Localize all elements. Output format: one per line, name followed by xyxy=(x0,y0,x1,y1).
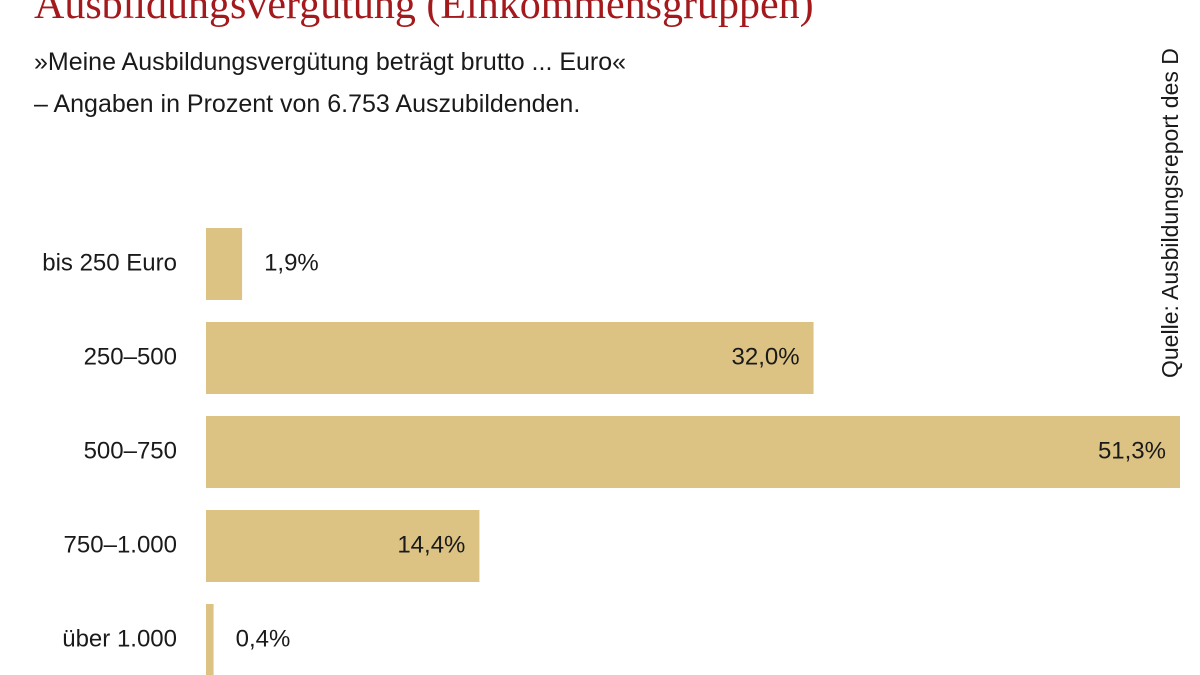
bar xyxy=(206,510,480,582)
source: Quelle: Ausbildungsreport des D xyxy=(1157,48,1183,378)
value-label: 1,9% xyxy=(264,249,319,276)
category-label: bis 250 Euro xyxy=(42,249,177,276)
bar xyxy=(206,604,214,675)
value-label: 51,3% xyxy=(1098,437,1166,464)
subtitle: »Meine Ausbildungsvergütung beträgt brut… xyxy=(34,48,626,76)
bar xyxy=(206,322,814,394)
category-label: 750–1.000 xyxy=(64,531,177,558)
value-label: 14,4% xyxy=(397,531,465,558)
bar xyxy=(206,228,243,300)
category-label: über 1.000 xyxy=(62,625,177,652)
category-label: 250–500 xyxy=(84,343,177,370)
value-label: 0,4% xyxy=(236,625,291,652)
chart-title: Ausbildungsvergütung (Einkommensgruppen) xyxy=(34,0,814,28)
value-label: 32,0% xyxy=(732,343,800,370)
bar xyxy=(206,416,1180,488)
category-label: 500–750 xyxy=(84,437,177,464)
subtitle: – Angaben in Prozent von 6.753 Auszubild… xyxy=(34,90,580,118)
